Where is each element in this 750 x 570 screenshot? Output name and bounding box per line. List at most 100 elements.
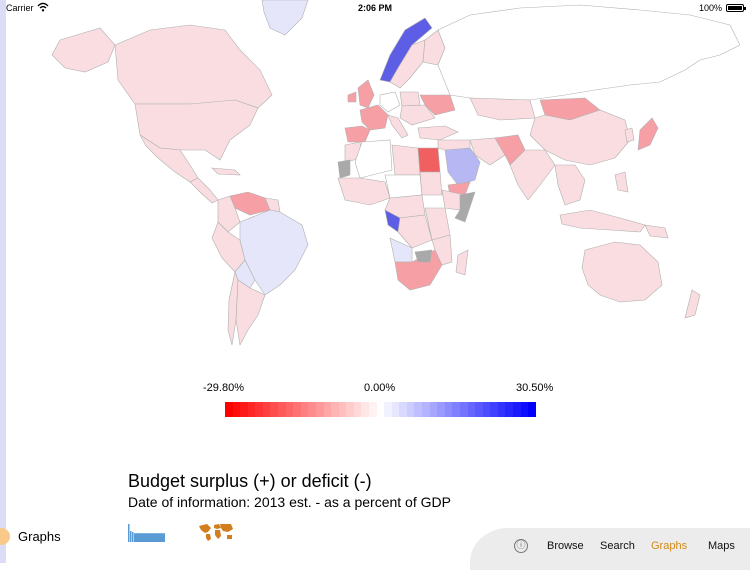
legend-step bbox=[414, 402, 423, 417]
world-map[interactable] bbox=[40, 0, 740, 350]
country-libya bbox=[391, 144, 421, 176]
legend-step bbox=[247, 402, 256, 417]
asia[interactable] bbox=[469, 97, 659, 233]
bar-chart-thumbnail[interactable] bbox=[128, 522, 165, 542]
legend-step bbox=[308, 402, 316, 417]
country-turkey bbox=[417, 125, 459, 141]
country-australia bbox=[581, 241, 663, 303]
legend-step bbox=[497, 402, 506, 417]
russia[interactable] bbox=[437, 4, 740, 101]
legend-step bbox=[346, 402, 354, 417]
battery-icon bbox=[726, 4, 746, 12]
country-algeria bbox=[354, 139, 393, 179]
wifi-icon bbox=[37, 2, 49, 12]
sidebar-current-label[interactable]: Graphs bbox=[18, 529, 61, 544]
legend-step bbox=[482, 402, 491, 417]
sidebar-indicator[interactable] bbox=[0, 528, 10, 545]
legend-step bbox=[323, 402, 332, 417]
legend-step bbox=[528, 402, 536, 417]
left-rail bbox=[0, 0, 6, 563]
legend-max-label: 30.50% bbox=[516, 382, 554, 394]
legend-step bbox=[467, 402, 476, 417]
legend-step bbox=[225, 402, 233, 417]
legend-step bbox=[490, 402, 498, 417]
legend-step bbox=[399, 402, 407, 417]
country-uk bbox=[357, 79, 375, 109]
tab-graphs[interactable]: Graphs bbox=[651, 540, 688, 552]
country-southeast-asia bbox=[554, 164, 586, 206]
legend-step bbox=[505, 402, 513, 417]
north-america[interactable] bbox=[51, 0, 309, 204]
country-zimbabwe bbox=[414, 249, 433, 263]
legend-step bbox=[361, 402, 369, 417]
legend-step bbox=[437, 402, 445, 417]
legend-step bbox=[278, 402, 286, 417]
country-china bbox=[529, 109, 631, 166]
country-indonesia bbox=[559, 209, 646, 233]
country-germany bbox=[379, 91, 401, 113]
legend-step bbox=[376, 402, 385, 417]
legend-min-label: -29.80% bbox=[203, 382, 244, 394]
country-ukraine bbox=[419, 94, 456, 116]
country-chad-niger bbox=[384, 174, 423, 199]
country-russia bbox=[437, 4, 740, 101]
country-central-america bbox=[189, 177, 219, 204]
africa[interactable] bbox=[337, 139, 476, 291]
tab-search[interactable]: Search bbox=[600, 540, 635, 552]
europe[interactable] bbox=[344, 17, 459, 143]
legend-step bbox=[240, 402, 248, 417]
country-papua-new-guinea bbox=[644, 224, 669, 239]
status-time: 2:06 PM bbox=[357, 3, 392, 13]
country-somalia bbox=[454, 191, 476, 223]
legend-step bbox=[520, 402, 529, 417]
country-philippines bbox=[614, 171, 629, 193]
country-drc bbox=[397, 214, 433, 249]
legend-step bbox=[285, 402, 294, 417]
legend-step bbox=[475, 402, 483, 417]
tab-maps[interactable]: Maps bbox=[708, 540, 735, 552]
world-map-thumbnail[interactable] bbox=[197, 522, 235, 542]
legend-step bbox=[300, 402, 309, 417]
legend-step bbox=[338, 402, 347, 417]
legend-step bbox=[353, 402, 362, 417]
country-ireland bbox=[347, 91, 357, 103]
country-west-africa bbox=[337, 177, 391, 206]
country-western-sahara bbox=[337, 159, 351, 179]
country-new-zealand bbox=[684, 289, 701, 319]
legend-step bbox=[391, 402, 400, 417]
country-iraq-syria bbox=[437, 139, 471, 151]
legend-mid-label: 0.00% bbox=[364, 382, 396, 394]
country-japan bbox=[637, 117, 659, 151]
legend-step bbox=[255, 402, 263, 417]
legend-step bbox=[429, 402, 438, 417]
status-bar: Carrier 2:06 PM 100% bbox=[0, 0, 750, 18]
legend-step bbox=[293, 402, 301, 417]
country-poland bbox=[399, 91, 421, 107]
legend-step bbox=[444, 402, 453, 417]
tab-browse[interactable]: Browse bbox=[547, 540, 584, 552]
legend-step bbox=[452, 402, 460, 417]
legend-step bbox=[512, 402, 521, 417]
country-france bbox=[359, 104, 389, 131]
south-america[interactable] bbox=[211, 191, 309, 346]
country-madagascar bbox=[455, 249, 469, 276]
country-canada bbox=[114, 24, 273, 109]
oceania[interactable] bbox=[581, 224, 701, 319]
legend-step bbox=[315, 402, 324, 417]
country-italy bbox=[387, 114, 409, 139]
country-argentina bbox=[235, 279, 266, 346]
legend-step bbox=[270, 402, 279, 417]
info-icon[interactable]: ⓘ bbox=[514, 539, 528, 553]
middle-east[interactable] bbox=[437, 139, 481, 196]
legend-step bbox=[331, 402, 339, 417]
legend-step bbox=[422, 402, 430, 417]
country-brazil bbox=[239, 209, 309, 296]
country-korea bbox=[624, 127, 635, 143]
legend-step bbox=[232, 402, 241, 417]
graph-subtitle: Date of information: 2013 est. - as a pe… bbox=[128, 494, 451, 510]
country-cuba bbox=[211, 167, 241, 176]
country-greenland bbox=[261, 0, 309, 36]
carrier-label: Carrier bbox=[6, 3, 34, 13]
country-sudan bbox=[419, 171, 443, 196]
country-iran bbox=[469, 137, 506, 166]
